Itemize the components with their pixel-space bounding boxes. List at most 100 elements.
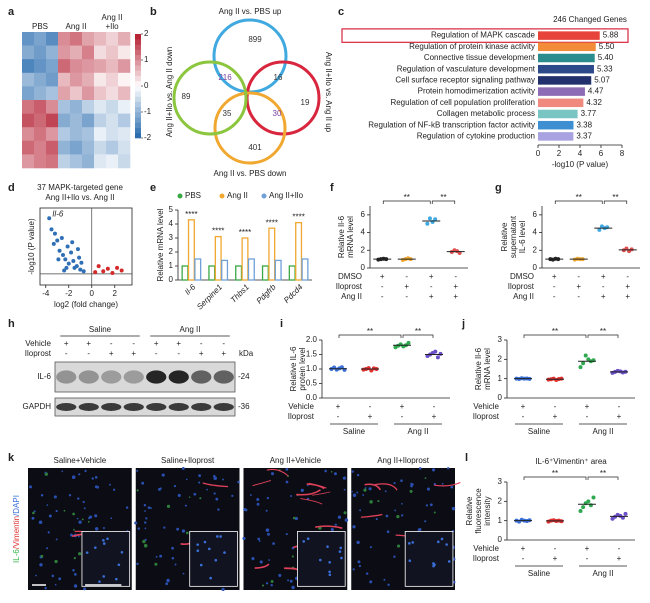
y-axis-label: mRNA level — [346, 216, 355, 258]
significance: ** — [404, 193, 410, 202]
point — [77, 255, 82, 260]
venn-set-label: Ang II vs. PBS up — [219, 7, 282, 16]
x-tick-label: 0 — [536, 149, 541, 158]
nucleus — [356, 473, 360, 477]
value-label: 3.37 — [576, 132, 592, 141]
nucleus — [83, 587, 86, 591]
nucleus — [39, 563, 43, 567]
nucleus — [143, 543, 148, 548]
nucleus — [46, 547, 49, 550]
heatmap-cell — [82, 100, 95, 114]
inset-nucleus — [120, 550, 124, 554]
nucleus — [83, 507, 86, 510]
heatmap-cell — [70, 59, 83, 74]
point — [115, 265, 120, 270]
nucleus — [385, 514, 389, 518]
heatmap-cell — [46, 100, 59, 114]
chart-title: 37 MAPK-targeted gene — [37, 183, 123, 192]
value-label: 5.50 — [599, 42, 615, 51]
band — [168, 370, 189, 384]
condition-label: Vehicle — [25, 339, 51, 348]
nucleus — [76, 517, 79, 520]
heatmap-cell — [22, 127, 35, 142]
category-label: Regulation of NF-kB transcription factor… — [368, 120, 535, 129]
nucleus — [165, 582, 169, 586]
nucleus — [51, 574, 55, 578]
heatmap-cell — [46, 45, 59, 60]
heatmap-cell — [22, 59, 35, 74]
nucleus — [134, 521, 138, 525]
condition-sign: + — [576, 282, 581, 291]
nucleus — [289, 579, 293, 583]
bar — [181, 265, 189, 281]
nucleus — [181, 529, 186, 533]
value-label: 5.33 — [597, 64, 613, 73]
inset-nucleus — [214, 558, 218, 562]
fiber — [266, 468, 289, 477]
nucleus — [137, 527, 140, 530]
nucleus — [351, 490, 353, 493]
y-tick-label: 4 — [361, 228, 366, 237]
nucleus — [231, 494, 234, 498]
heatmap-cell — [58, 59, 71, 74]
nucleus — [185, 478, 188, 481]
band-label: GAPDH — [23, 402, 52, 411]
inset-nucleus — [216, 535, 219, 538]
point — [78, 267, 83, 272]
x-tick-label: Pdcd4 — [282, 282, 305, 305]
band — [123, 403, 144, 411]
condition-sign: + — [453, 292, 458, 301]
y-tick-label: 0.0 — [306, 393, 318, 402]
band — [56, 403, 77, 411]
bar — [241, 237, 249, 281]
point — [57, 248, 62, 253]
nucleus — [161, 473, 165, 477]
bar — [235, 265, 243, 281]
nucleus — [77, 497, 80, 500]
point — [62, 268, 67, 273]
panel-label: f — [330, 182, 334, 194]
inset-nucleus — [328, 560, 331, 564]
nucleus — [58, 577, 62, 581]
colorbar-step — [135, 132, 141, 139]
heatmap-cell — [58, 154, 71, 169]
group-label: Saline — [528, 427, 551, 436]
heatmap-cell — [70, 154, 83, 169]
nucleus — [215, 497, 219, 501]
y-tick-label: 2.0 — [306, 335, 318, 344]
nucleus — [73, 528, 75, 531]
nucleus — [258, 540, 261, 542]
unit-label: kDa — [239, 349, 254, 358]
nucleus — [242, 536, 246, 541]
nucleus — [63, 509, 66, 512]
condition-sign: - — [554, 544, 557, 553]
condition-sign: - — [618, 402, 621, 411]
condition-sign: + — [432, 412, 437, 421]
nucleus — [198, 481, 201, 484]
x-tick-label: Il-6 — [183, 282, 198, 297]
condition-sign: - — [381, 282, 384, 291]
nucleus — [431, 468, 436, 472]
band — [191, 403, 212, 411]
heatmap-cell — [46, 140, 59, 155]
nucleus — [396, 544, 401, 548]
condition-label: DMSO — [338, 272, 362, 281]
significance: ** — [440, 193, 446, 202]
nucleus — [409, 489, 413, 493]
nucleus — [136, 489, 139, 492]
point — [81, 269, 86, 274]
y-tick-label: 1.0 — [306, 364, 318, 373]
colorbar-step — [135, 86, 141, 92]
legend-label: Ang II — [227, 191, 248, 200]
inset-nucleus — [318, 558, 322, 562]
highlight-box — [341, 28, 629, 43]
nucleus — [285, 533, 288, 536]
condition-sign: - — [155, 349, 158, 358]
venn-region-count: 30 — [273, 109, 282, 118]
colorbar-step — [135, 117, 141, 123]
band — [101, 370, 122, 384]
nucleus — [357, 560, 361, 564]
nucleus — [78, 473, 81, 476]
blot-strip — [54, 397, 236, 417]
heatmap-cell — [22, 140, 35, 155]
